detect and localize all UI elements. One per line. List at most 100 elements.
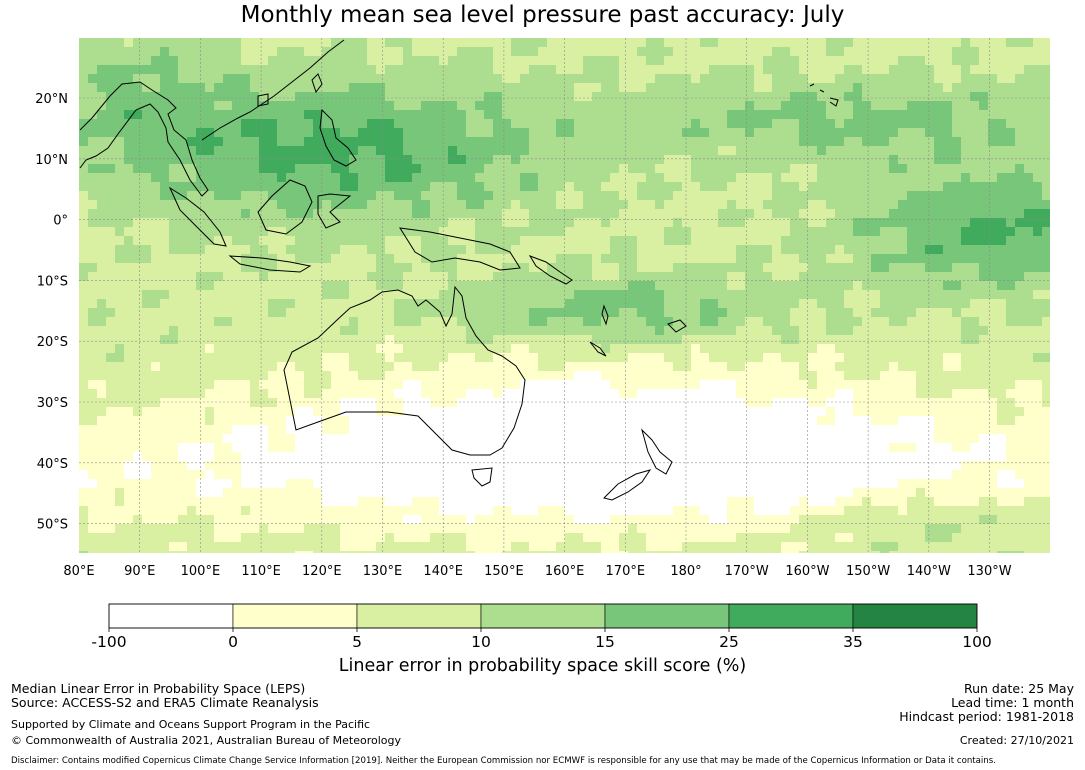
skill-cell [502,326,511,335]
skill-cell [583,281,592,290]
skill-cell [493,209,502,218]
skill-cell [601,146,610,155]
skill-cell [502,74,511,83]
skill-cell [970,110,979,119]
skill-cell [727,308,736,317]
skill-cell [565,137,574,146]
skill-cell [655,254,664,263]
skill-cell [952,146,961,155]
skill-cell [871,209,880,218]
skill-cell [655,209,664,218]
skill-cell [754,74,763,83]
skill-cell [988,47,997,56]
skill-cell [1006,308,1015,317]
skill-cell [106,137,115,146]
skill-cell [925,236,934,245]
skill-cell [664,245,673,254]
skill-cell [538,326,547,335]
skill-cell [727,101,736,110]
skill-cell [826,416,835,425]
skill-cell [997,38,1006,47]
skill-cell [232,254,241,263]
skill-cell [151,407,160,416]
skill-cell [844,74,853,83]
skill-cell [961,227,970,236]
skill-cell [331,245,340,254]
skill-cell [430,191,439,200]
skill-cell [304,227,313,236]
skill-cell [871,137,880,146]
skill-cell [484,74,493,83]
skill-cell [151,290,160,299]
skill-cell [772,299,781,308]
skill-cell [754,92,763,101]
skill-cell [340,119,349,128]
skill-cell [592,182,601,191]
skill-cell [133,56,142,65]
skill-cell [952,317,961,326]
skill-cell [322,227,331,236]
skill-cell [628,317,637,326]
skill-cell [610,110,619,119]
skill-cell [385,137,394,146]
skill-cell [448,164,457,173]
skill-cell [763,83,772,92]
skill-cell [160,434,169,443]
skill-cell [448,434,457,443]
skill-cell [457,92,466,101]
skill-cell [232,353,241,362]
skill-cell [736,353,745,362]
skill-cell [799,245,808,254]
skill-cell [682,92,691,101]
skill-cell [574,101,583,110]
skill-cell [655,398,664,407]
skill-cell [988,308,997,317]
skill-cell [1006,272,1015,281]
skill-cell [511,146,520,155]
skill-cell [178,371,187,380]
skill-cell [223,434,232,443]
skill-cell [205,74,214,83]
skill-cell [1015,281,1024,290]
skill-cell [835,254,844,263]
skill-cell [898,38,907,47]
skill-cell [682,443,691,452]
skill-cell [151,452,160,461]
skill-cell [322,245,331,254]
skill-cell [718,326,727,335]
skill-cell [1024,326,1033,335]
skill-cell [457,353,466,362]
skill-cell [79,344,88,353]
skill-cell [169,56,178,65]
skill-cell [286,335,295,344]
skill-cell [880,101,889,110]
skill-cell [412,191,421,200]
skill-cell [988,443,997,452]
skill-cell [700,236,709,245]
skill-cell [1006,146,1015,155]
skill-cell [934,155,943,164]
skill-cell [223,47,232,56]
skill-cell [961,236,970,245]
skill-cell [979,173,988,182]
skill-cell [628,65,637,74]
skill-cell [367,182,376,191]
skill-cell [871,407,880,416]
skill-cell [313,380,322,389]
skill-cell [313,74,322,83]
skill-cell [178,92,187,101]
skill-cell [916,101,925,110]
skill-cell [583,245,592,254]
skill-cell [763,344,772,353]
skill-cell [232,416,241,425]
skill-cell [412,353,421,362]
skill-cell [295,155,304,164]
skill-cell [106,47,115,56]
skill-cell [871,245,880,254]
skill-cell [466,389,475,398]
skill-cell [601,56,610,65]
skill-cell [898,92,907,101]
skill-cell [385,182,394,191]
skill-cell [889,65,898,74]
skill-cell [304,272,313,281]
